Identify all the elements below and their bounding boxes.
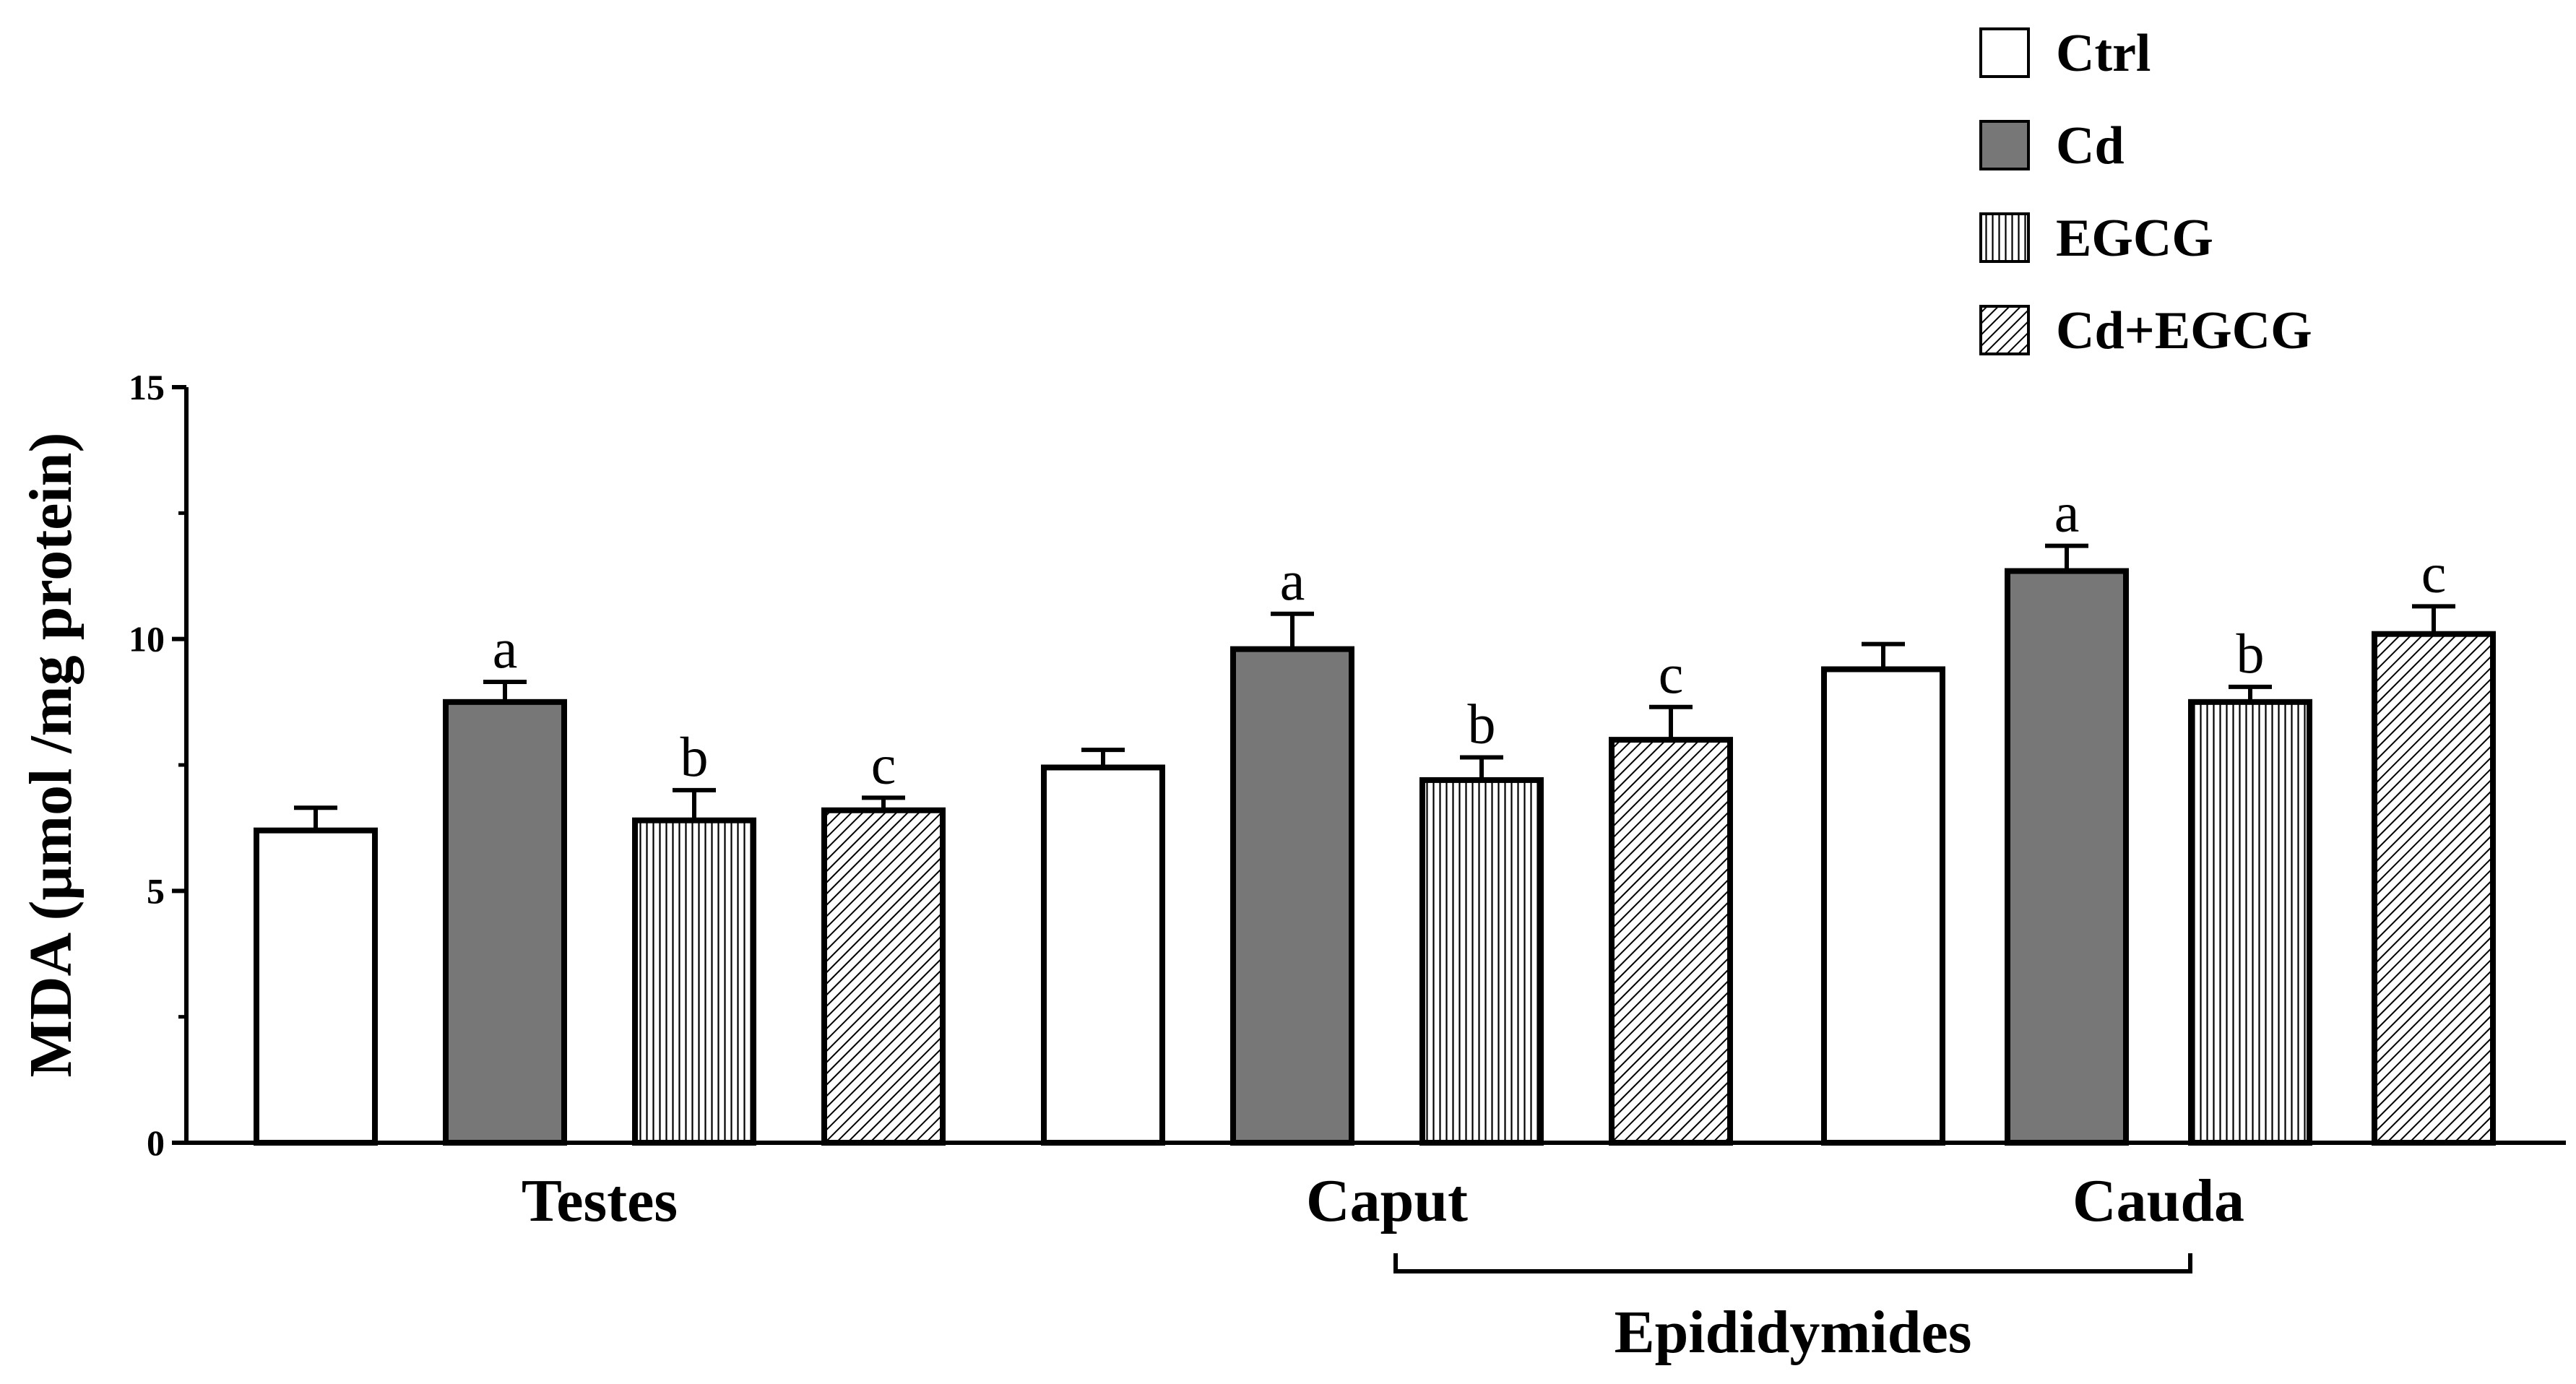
bracket-line <box>1393 1253 2192 1273</box>
bar-testes-cd <box>443 699 567 1146</box>
legend-label-cd: Cd <box>2056 116 2125 176</box>
bar-caput-egcg <box>1419 777 1544 1146</box>
y-axis-title: MDA (μmol /mg protein) <box>17 433 85 1078</box>
x-category-labels: Testes Caput Cauda <box>522 1167 2244 1234</box>
bar-caput-cd-egcg <box>1609 737 1733 1146</box>
category-label-cauda: Cauda <box>2073 1167 2244 1234</box>
bar-testes-ctrl <box>254 827 378 1146</box>
legend: Ctrl Cd EGCG Cd+EGCG <box>1979 24 2312 360</box>
legend-label-ctrl: Ctrl <box>2056 24 2151 83</box>
sig-letter-cauda-egcg: b <box>2236 622 2265 685</box>
bar-cauda-cd <box>2005 568 2129 1146</box>
legend-label-cd-egcg: Cd+EGCG <box>2056 301 2312 360</box>
sig-letter-testes-cd: a <box>493 617 518 680</box>
legend-swatch-ctrl <box>1979 27 2030 78</box>
bar-caput-cd <box>1230 646 1354 1146</box>
epididymides-bracket: Epididymides <box>1393 1253 2192 1366</box>
bar-cauda-cd-egcg <box>2372 631 2496 1146</box>
category-label-caput: Caput <box>1306 1167 1468 1234</box>
category-label-testes: Testes <box>522 1167 678 1234</box>
sig-letter-cauda-cd-egcg: c <box>2421 541 2447 604</box>
legend-swatch-egcg <box>1979 212 2030 263</box>
sig-letter-cauda-cd: a <box>2054 481 2080 544</box>
legend-swatch-cd-egcg <box>1979 305 2030 355</box>
sig-letter-testes-egcg: b <box>680 725 709 788</box>
legend-swatch-cd <box>1979 120 2030 170</box>
bar-testes-cd-egcg <box>821 807 946 1146</box>
y-tick-label: 15 <box>129 367 165 407</box>
bars-layer: a b c a b c a b c <box>254 481 2496 1146</box>
y-tick-label: 0 <box>147 1123 165 1163</box>
y-axis: 0 5 10 15 <box>129 367 189 1163</box>
bracket-label: Epididymides <box>1615 1299 1972 1366</box>
bar-cauda-egcg <box>2188 699 2312 1146</box>
bar-testes-egcg <box>632 817 756 1146</box>
legend-label-egcg: EGCG <box>2056 209 2213 268</box>
y-tick-label: 5 <box>147 870 165 911</box>
bar-cauda-ctrl <box>1821 666 1945 1146</box>
sig-letter-caput-cd-egcg: c <box>1659 642 1684 705</box>
bar-caput-ctrl <box>1041 764 1165 1146</box>
sig-letter-caput-egcg: b <box>1468 693 1496 756</box>
sig-letter-caput-cd: a <box>1280 549 1305 612</box>
sig-letter-testes-cd-egcg: c <box>871 732 896 795</box>
y-tick-label: 10 <box>129 619 165 659</box>
